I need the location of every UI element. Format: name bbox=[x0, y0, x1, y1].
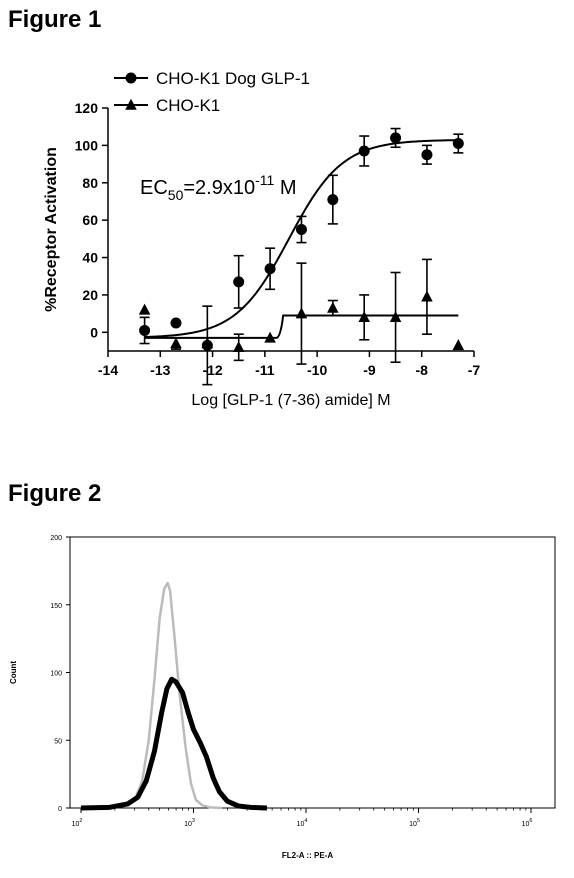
x-tick-label: 105 bbox=[409, 818, 420, 828]
data-point-dog-glp1 bbox=[421, 149, 433, 161]
data-point-cho-k1 bbox=[170, 337, 182, 349]
data-point-cho-k1 bbox=[327, 301, 339, 313]
x-tick-label: -14 bbox=[98, 362, 118, 378]
data-point-dog-glp1 bbox=[327, 194, 339, 206]
figure-1-title: Figure 1 bbox=[8, 6, 102, 33]
y-tick-label: 40 bbox=[82, 250, 98, 266]
x-tick-label: 103 bbox=[184, 818, 195, 828]
y-tick-label: 120 bbox=[75, 100, 99, 116]
data-point-cho-k1 bbox=[295, 307, 308, 319]
data-point-dog-glp1 bbox=[233, 276, 245, 288]
y-tick-label: 200 bbox=[50, 535, 62, 542]
legend-label: CHO-K1 Dog GLP-1 bbox=[156, 69, 310, 88]
y-tick-label: 150 bbox=[50, 603, 62, 610]
data-point-dog-glp1 bbox=[170, 317, 182, 329]
x-tick-label: 104 bbox=[297, 818, 308, 828]
y-axis-label: Count bbox=[9, 661, 18, 684]
data-point-dog-glp1 bbox=[358, 145, 370, 157]
y-tick-label: 100 bbox=[50, 671, 62, 678]
data-point-cho-k1 bbox=[452, 339, 465, 351]
y-axis-label: %Receptor Activation bbox=[43, 147, 60, 312]
x-tick-label: 106 bbox=[522, 818, 533, 828]
x-tick-label: -13 bbox=[150, 362, 170, 378]
x-tick-label: -10 bbox=[307, 362, 327, 378]
legend-marker bbox=[125, 98, 137, 110]
histogram-curve-black bbox=[80, 676, 268, 811]
data-point-dog-glp1 bbox=[295, 224, 307, 235]
x-axis-label: FL2-A :: PE-A bbox=[282, 851, 333, 860]
data-point-dog-glp1 bbox=[452, 138, 464, 150]
y-tick-label: 60 bbox=[82, 212, 98, 228]
y-tick-label: 20 bbox=[82, 287, 98, 303]
x-tick-label: -9 bbox=[363, 362, 376, 378]
data-point-dog-glp1 bbox=[139, 324, 151, 336]
y-tick-label: 0 bbox=[90, 324, 98, 340]
y-tick-label: 80 bbox=[82, 175, 98, 191]
x-axis-label: Log [GLP-1 (7-36) amide] M bbox=[191, 392, 390, 409]
x-tick-label: 102 bbox=[72, 818, 83, 828]
x-tick-label: -8 bbox=[415, 362, 428, 378]
y-tick-label: 0 bbox=[58, 806, 62, 813]
data-point-cho-k1 bbox=[264, 331, 276, 343]
data-point-cho-k1 bbox=[358, 311, 370, 323]
legend-marker bbox=[125, 72, 137, 84]
data-point-cho-k1 bbox=[389, 311, 402, 323]
data-point-cho-k1 bbox=[201, 337, 214, 349]
legend-label: CHO-K1 bbox=[156, 96, 220, 115]
y-tick-label: 50 bbox=[54, 738, 62, 745]
x-tick-label: -7 bbox=[468, 362, 481, 378]
y-tick-label: 100 bbox=[75, 137, 99, 153]
plot-frame bbox=[69, 536, 556, 809]
data-point-dog-glp1 bbox=[390, 132, 402, 144]
data-point-dog-glp1 bbox=[264, 263, 276, 275]
data-point-cho-k1 bbox=[421, 290, 433, 302]
histogram-curve-gray bbox=[80, 581, 223, 810]
data-point-cho-k1 bbox=[232, 340, 245, 352]
data-point-cho-k1 bbox=[138, 303, 151, 315]
figure-2-title: Figure 2 bbox=[8, 480, 102, 507]
x-tick-label: -11 bbox=[255, 362, 275, 378]
fit-curve-cho-k1 bbox=[144, 314, 459, 339]
ec50-annotation: EC50=2.9x10-11 M bbox=[140, 172, 297, 203]
